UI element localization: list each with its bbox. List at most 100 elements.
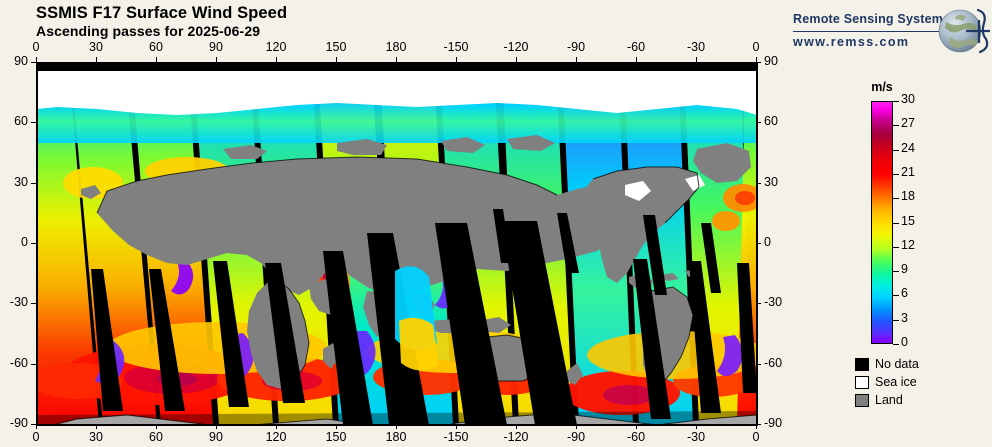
axis-tick-label: -60 [626, 430, 646, 444]
axis-tick [396, 424, 397, 429]
axis-tick [756, 122, 761, 124]
axis-tick-label: -60 [764, 355, 783, 370]
colorbar-tick [893, 198, 899, 200]
legend-swatch [855, 375, 869, 389]
axis-tick-label: 120 [265, 40, 287, 54]
colorbar-tick [893, 295, 899, 297]
axis-tick [636, 57, 637, 62]
axis-tick-label: 90 [14, 54, 28, 68]
axis-tick [31, 243, 36, 244]
axis-tick [96, 424, 97, 429]
axis-tick-label: 60 [149, 40, 163, 54]
legend-label: No data [875, 357, 919, 371]
colorbar-tick-label: 30 [901, 92, 915, 106]
axis-tick-label: 150 [325, 430, 347, 444]
axis-tick [31, 424, 36, 425]
axis-tick-label: 90 [209, 430, 223, 444]
axis-tick [216, 57, 217, 62]
axis-tick-label: 30 [89, 40, 103, 54]
axis-tick [516, 57, 517, 62]
axis-tick [156, 424, 157, 429]
brand-divider [793, 31, 939, 32]
figure-title-block: SSMIS F17 Surface Wind Speed Ascending p… [36, 4, 287, 40]
legend-item: Sea ice [855, 373, 919, 391]
axis-tick-label: 180 [385, 40, 407, 54]
axis-tick-label: -60 [9, 355, 28, 370]
axis-tick-label: 30 [89, 430, 103, 444]
axis-tick-label: -30 [9, 295, 28, 310]
axis-tick [336, 57, 337, 62]
axis-tick [156, 57, 157, 62]
colorbar-tick-label: 18 [901, 189, 915, 204]
colorbar-tick [893, 271, 899, 273]
axis-tick-label: 90 [209, 40, 223, 54]
brand-name: Remote Sensing Systems [793, 12, 951, 26]
colorbar-unit-label: m/s [871, 80, 893, 94]
colorbar-tick-label: 27 [901, 116, 915, 131]
colorbar-tick-label: 6 [901, 286, 908, 301]
axis-tick-label: -90 [764, 416, 783, 430]
axis-tick-label: -30 [686, 40, 706, 54]
colorbar-tick-label: 9 [901, 262, 908, 277]
axis-tick-label: -90 [9, 416, 28, 430]
axis-tick-label: -30 [764, 295, 783, 310]
colorbar-gradient [871, 101, 893, 344]
axis-tick [756, 57, 757, 62]
axis-tick [576, 424, 577, 429]
axis-tick [756, 363, 761, 365]
axis-tick-label: 0 [32, 40, 40, 54]
colorbar-tick [893, 319, 899, 321]
axis-tick [456, 424, 457, 429]
axis-tick [756, 303, 761, 305]
colorbar[interactable] [871, 101, 893, 344]
axis-tick [756, 62, 761, 63]
legend-swatch [855, 393, 869, 407]
axis-tick-label: 0 [752, 430, 760, 444]
colorbar-tick [893, 222, 899, 224]
axis-tick-label: 0 [764, 235, 771, 249]
axis-tick-label: -90 [566, 40, 586, 54]
axis-tick-label: 30 [14, 174, 28, 189]
axis-tick [336, 424, 337, 429]
axis-tick [396, 57, 397, 62]
colorbar-tick-label: 3 [901, 310, 908, 325]
axis-tick [31, 182, 36, 184]
axis-tick [756, 243, 761, 244]
axis-tick-label: 150 [325, 40, 347, 54]
legend-item: No data [855, 355, 919, 373]
axis-tick [696, 57, 697, 62]
axis-tick-label: 60 [764, 114, 778, 129]
mask-legend: No data Sea ice Land [855, 355, 919, 409]
axis-tick-label: 120 [265, 430, 287, 444]
colorbar-tick [893, 125, 899, 127]
remss-branding: Remote Sensing Systems www.remss.com [793, 8, 990, 58]
colorbar-tick-label: 15 [901, 213, 915, 228]
globe-icon [938, 8, 990, 54]
legend-label: Sea ice [875, 375, 917, 389]
figure-subtitle: Ascending passes for 2025-06-29 [36, 23, 261, 39]
axis-tick-label: 180 [385, 430, 407, 444]
colorbar-tick [893, 101, 899, 102]
axis-tick [31, 363, 36, 365]
axis-tick-label: -150 [443, 430, 469, 444]
axis-tick-label: -30 [686, 430, 706, 444]
colorbar-tick [893, 246, 899, 248]
coastline-group [50, 156, 757, 425]
axis-tick [36, 424, 37, 429]
legend-label: Land [875, 393, 903, 407]
wind-speed-map[interactable] [36, 62, 758, 426]
axis-tick [31, 62, 36, 63]
map-canvas [37, 63, 757, 425]
axis-tick-label: 60 [14, 114, 28, 129]
axis-tick [216, 424, 217, 429]
axis-tick-label: -90 [566, 430, 586, 444]
colorbar-tick-label: 12 [901, 237, 915, 252]
axis-tick-label: 0 [32, 430, 40, 444]
colorbar-tick [893, 344, 899, 345]
axis-tick-label: 0 [752, 40, 760, 54]
axis-tick [36, 57, 37, 62]
axis-tick-label: -120 [503, 40, 529, 54]
brand-url: www.remss.com [793, 35, 910, 49]
axis-tick-label: -60 [626, 40, 646, 54]
colorbar-tick-label: 0 [901, 335, 908, 349]
